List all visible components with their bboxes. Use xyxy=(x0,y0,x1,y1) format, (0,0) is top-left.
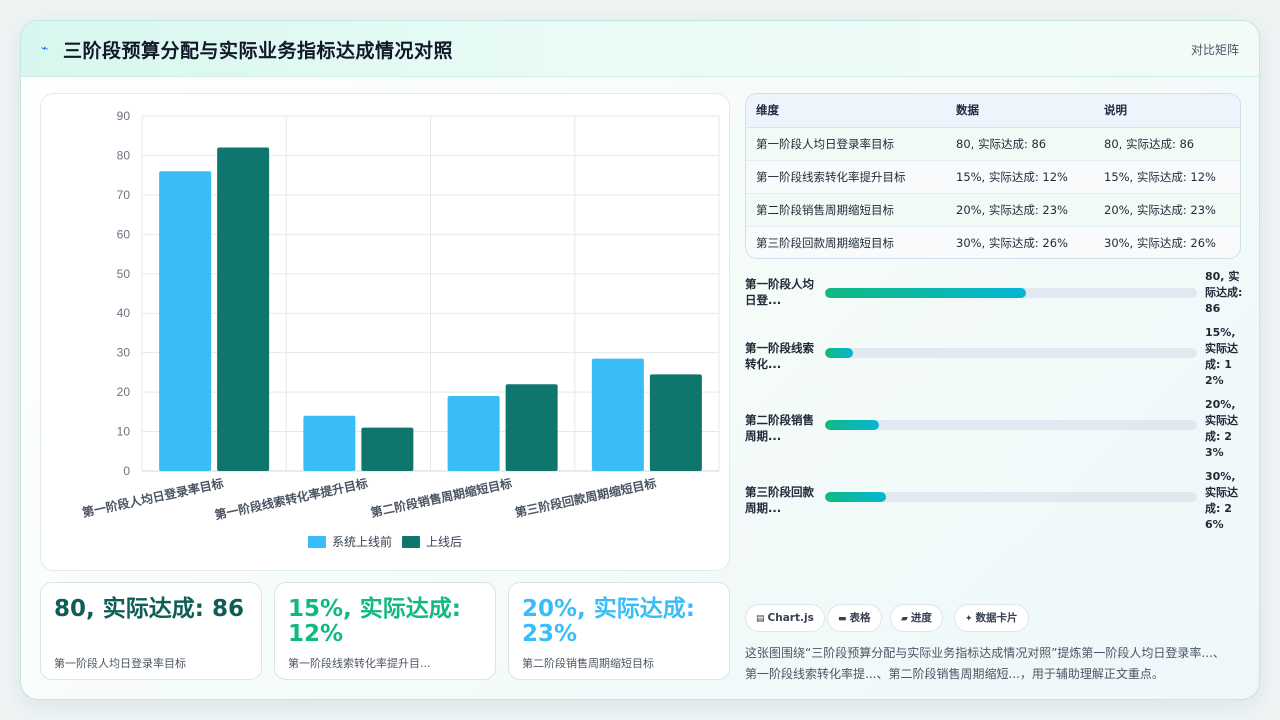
chip-data-card[interactable]: ✦ 数据卡片 xyxy=(954,604,1029,632)
progress-fill xyxy=(825,288,1026,298)
legend-label: 上线后 xyxy=(426,535,462,549)
progress-icon: ▰ xyxy=(901,614,908,624)
bar-after xyxy=(217,147,270,472)
legend-label: 系统上线前 xyxy=(332,534,392,549)
x-tick-label: 第一阶段人均日登录率目标 xyxy=(81,475,225,520)
y-tick-label: 70 xyxy=(117,188,131,202)
table-cell-dimension: 第二阶段销售周期缩短目标 xyxy=(746,193,946,227)
progress-track xyxy=(825,492,1197,502)
table-row: 第三阶段回款周期缩短目标 30%, 实际达成: 26% 30%, 实际达成: 2… xyxy=(746,226,1240,258)
progress-fill xyxy=(825,348,853,358)
progress-label: 第一阶段线索转化... xyxy=(745,341,814,371)
table-cell-data: 20%, 实际达成: 23% xyxy=(946,193,1094,227)
chip-label: 数据卡片 xyxy=(975,612,1018,624)
bar-chart-panel: 0 10 20 30 40 50 60 70 80 90 第一阶段人均日登录率目标 第一阶段线索转化率… xyxy=(40,93,730,571)
table-cell-note: 80, 实际达成: 86 xyxy=(1094,127,1240,161)
table-row: 第一阶段线索转化率提升目标 15%, 实际达成: 12% 15%, 实际达成: … xyxy=(746,160,1240,194)
y-tick-label: 90 xyxy=(117,109,131,123)
chip-chartjs[interactable]: ▤ Chart.js xyxy=(745,604,825,632)
bar-before xyxy=(159,171,212,471)
table-row: 第一阶段人均日登录率目标 80, 实际达成: 86 80, 实际达成: 86 xyxy=(746,127,1240,161)
y-tick-label: 80 xyxy=(117,148,131,162)
sparkle-icon: ⌁ xyxy=(41,41,49,55)
progress-label: 第三阶段回款周期... xyxy=(745,485,814,515)
view-mode-label: 对比矩阵 xyxy=(1190,43,1239,57)
progress-label: 第一阶段人均日登... xyxy=(745,277,814,307)
progress-value: 80, 实际达成: 86 xyxy=(1205,270,1243,315)
kpi-value: 20%, 实际达成: 23% xyxy=(522,596,695,647)
comparison-table-panel: 维度 数据 说明 第一阶段人均日登录率目标 80, 实际达成: 86 80, 实… xyxy=(745,93,1241,259)
progress-value: 20%, 实际达成: 23% xyxy=(1205,398,1238,459)
table-icon: ▬ xyxy=(838,614,847,624)
column-header-data: 数据 xyxy=(946,94,1094,128)
progress-track xyxy=(825,348,1197,358)
chart-description: 这张图围绕“三阶段预算分配与实际业务指标达成情况对照”提炼第一阶段人均日登录率.… xyxy=(745,646,1225,681)
page-title: 三阶段预算分配与实际业务指标达成情况对照 xyxy=(63,40,454,62)
progress-label: 第二阶段销售周期... xyxy=(745,413,814,443)
kpi-value: 15%, 实际达成: 12% xyxy=(288,596,461,647)
bar-after xyxy=(361,427,414,471)
chart-icon: ▤ xyxy=(756,614,765,624)
kpi-value: 80, 实际达成: 86 xyxy=(54,596,244,622)
progress-item: 第三阶段回款周期... 30%, 实际达成: 26% xyxy=(745,470,1245,557)
legend-swatch xyxy=(308,536,326,548)
table-cell-note: 30%, 实际达成: 26% xyxy=(1094,226,1240,258)
progress-item: 第一阶段人均日登... 80, 实际达成: 86 xyxy=(745,269,1245,341)
kpi-label: 第一阶段线索转化率提升目... xyxy=(288,657,431,670)
table-cell-dimension: 第一阶段人均日登录率目标 xyxy=(746,127,946,161)
sparkle-icon: ✦ xyxy=(965,614,973,624)
chip-progress[interactable]: ▰ 进度 xyxy=(890,604,943,632)
table-cell-note: 20%, 实际达成: 23% xyxy=(1094,193,1240,227)
y-tick-label: 40 xyxy=(117,306,131,320)
y-tick-label: 10 xyxy=(117,425,131,439)
progress-value: 30%, 实际达成: 26% xyxy=(1205,470,1238,531)
x-tick-label: 第一阶段线索转化率提升目标 xyxy=(213,475,369,522)
table-cell-data: 30%, 实际达成: 26% xyxy=(946,226,1094,258)
progress-item: 第二阶段销售周期... 20%, 实际达成: 23% xyxy=(745,398,1245,485)
y-tick-label: 60 xyxy=(117,227,131,241)
kpi-card: 80, 实际达成: 86 第一阶段人均日登录率目标 xyxy=(40,582,262,680)
table-row: 第二阶段销售周期缩短目标 20%, 实际达成: 23% 20%, 实际达成: 2… xyxy=(746,193,1240,227)
column-header-note: 说明 xyxy=(1094,94,1240,128)
bar-after xyxy=(505,384,558,471)
table-cell-note: 15%, 实际达成: 12% xyxy=(1094,160,1240,194)
bar-before xyxy=(447,396,500,471)
kpi-card: 15%, 实际达成: 12% 第一阶段线索转化率提升目... xyxy=(274,582,496,680)
column-header-dimension: 维度 xyxy=(746,94,946,128)
progress-item: 第一阶段线索转化... 15%, 实际达成: 12% xyxy=(745,326,1245,413)
progress-fill xyxy=(825,492,887,502)
y-tick-label: 20 xyxy=(117,385,131,399)
progress-track xyxy=(825,420,1197,430)
table-cell-dimension: 第一阶段线索转化率提升目标 xyxy=(746,160,946,194)
bar-before xyxy=(591,358,644,471)
kpi-card: 20%, 实际达成: 23% 第二阶段销售周期缩短目标 xyxy=(508,582,730,680)
y-tick-label: 50 xyxy=(117,267,131,281)
x-tick-label: 第二阶段销售周期缩短目标 xyxy=(369,475,513,520)
table-header-row: 维度 数据 说明 xyxy=(746,94,1240,128)
table-cell-data: 15%, 实际达成: 12% xyxy=(946,160,1094,194)
progress-list: 第一阶段人均日登... 80, 实际达成: 86 第一阶段线索转化... 15%… xyxy=(745,269,1245,559)
kpi-label: 第二阶段销售周期缩短目标 xyxy=(522,657,654,670)
bar-chart: 0 10 20 30 40 50 60 70 80 90 第一阶段人均日登录率目标第一阶段线索转化率… xyxy=(81,109,720,549)
bar-after xyxy=(649,374,702,471)
y-tick-label: 30 xyxy=(117,346,131,360)
kpi-label: 第一阶段人均日登录率目标 xyxy=(54,657,186,670)
progress-fill xyxy=(825,420,879,430)
comparison-table: 维度 数据 说明 第一阶段人均日登录率目标 80, 实际达成: 86 80, 实… xyxy=(746,94,1240,258)
progress-value: 15%, 实际达成: 12% xyxy=(1205,326,1238,387)
chip-label: Chart.js xyxy=(767,612,814,624)
chip-table[interactable]: ▬ 表格 xyxy=(827,604,882,632)
chip-label: 进度 xyxy=(910,612,932,624)
header-bar: ⌁ 三阶段预算分配与实际业务指标达成情况对照 对比矩阵 xyxy=(21,21,1259,77)
y-tick-label: 0 xyxy=(123,464,130,478)
chip-label: 表格 xyxy=(849,612,871,624)
bar-before xyxy=(303,415,356,471)
legend-swatch xyxy=(402,536,420,548)
dashboard-card: ⌁ 三阶段预算分配与实际业务指标达成情况对照 对比矩阵 0 10 20 30 40 50 6… xyxy=(20,20,1260,700)
table-cell-data: 80, 实际达成: 86 xyxy=(946,127,1094,161)
progress-track xyxy=(825,288,1197,298)
x-tick-label: 第三阶段回款周期缩短目标 xyxy=(514,475,658,520)
table-cell-dimension: 第三阶段回款周期缩短目标 xyxy=(746,226,946,258)
